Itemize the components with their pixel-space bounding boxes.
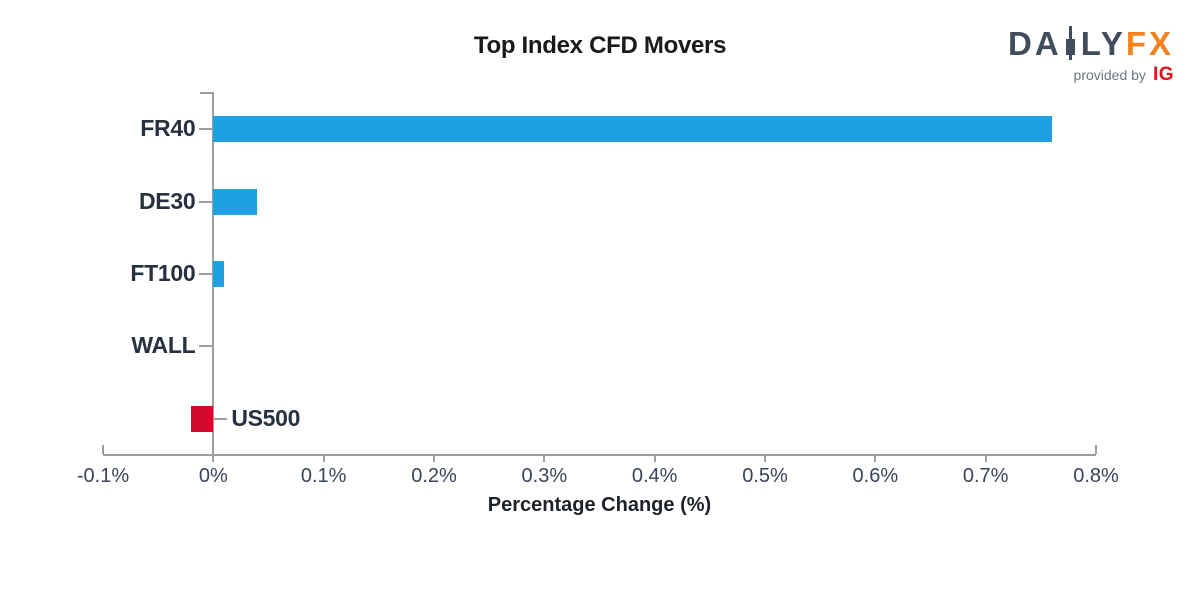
category-label-de30: DE30: [139, 187, 196, 214]
dailyfx-logo: DA LY FX provided by IG: [1008, 24, 1174, 86]
dailyfx-wordmark: DA LY FX: [1008, 24, 1174, 62]
bar-us500: [191, 405, 214, 432]
x-tick-label: 0.8%: [1073, 465, 1119, 487]
category-tick: [199, 128, 213, 131]
category-label-wall: WALL: [131, 332, 196, 359]
logo-text-ly: LY: [1080, 24, 1126, 62]
x-axis-tick: [212, 456, 215, 462]
category-label-us500: US500: [231, 404, 301, 431]
chart-title: Top Index CFD Movers: [473, 32, 727, 59]
category-label-ft100: FT100: [130, 260, 196, 286]
x-axis-end-cap: [102, 445, 104, 454]
x-axis-tick: [984, 456, 987, 462]
category-tick: [199, 200, 213, 203]
x-axis-end-cap: [1095, 445, 1097, 454]
x-tick-label: 0.3%: [521, 465, 568, 487]
x-tick-label: 0.5%: [742, 465, 788, 487]
x-tick-label: 0.7%: [962, 465, 1009, 487]
x-tick-label: -0.1%: [76, 465, 130, 487]
candlestick-icon: [1063, 26, 1078, 60]
x-axis-title: Percentage Change (%): [487, 494, 712, 516]
provided-by-text: provided by: [1073, 67, 1146, 83]
y-axis-end-cap: [200, 92, 213, 94]
bar-ft100: [213, 261, 225, 287]
category-tick: [214, 417, 228, 420]
logo-text-da: DA: [1008, 24, 1062, 62]
category-label-fr40: FR40: [140, 115, 196, 142]
x-tick-label: 0%: [198, 465, 228, 487]
x-axis-tick: [653, 456, 656, 462]
bar-de30: [213, 188, 258, 215]
x-axis-line: [103, 454, 1096, 456]
x-tick-label: 0.4%: [631, 465, 678, 487]
category-tick: [199, 273, 213, 275]
x-tick-label: 0.2%: [411, 465, 457, 487]
x-tick-label: 0.6%: [852, 465, 899, 487]
logo-text-fx: FX: [1125, 24, 1174, 62]
x-tick-label: 0.1%: [300, 465, 347, 487]
x-axis-tick: [874, 456, 877, 462]
ig-logo-text: IG: [1152, 64, 1174, 85]
x-axis-tick: [433, 456, 435, 462]
x-axis-tick: [322, 456, 325, 462]
x-axis-tick: [764, 456, 766, 462]
bar-fr40: [213, 116, 1052, 143]
logo-tagline: provided by IG: [1008, 64, 1174, 86]
category-tick: [199, 345, 213, 348]
x-axis-tick: [543, 456, 546, 462]
